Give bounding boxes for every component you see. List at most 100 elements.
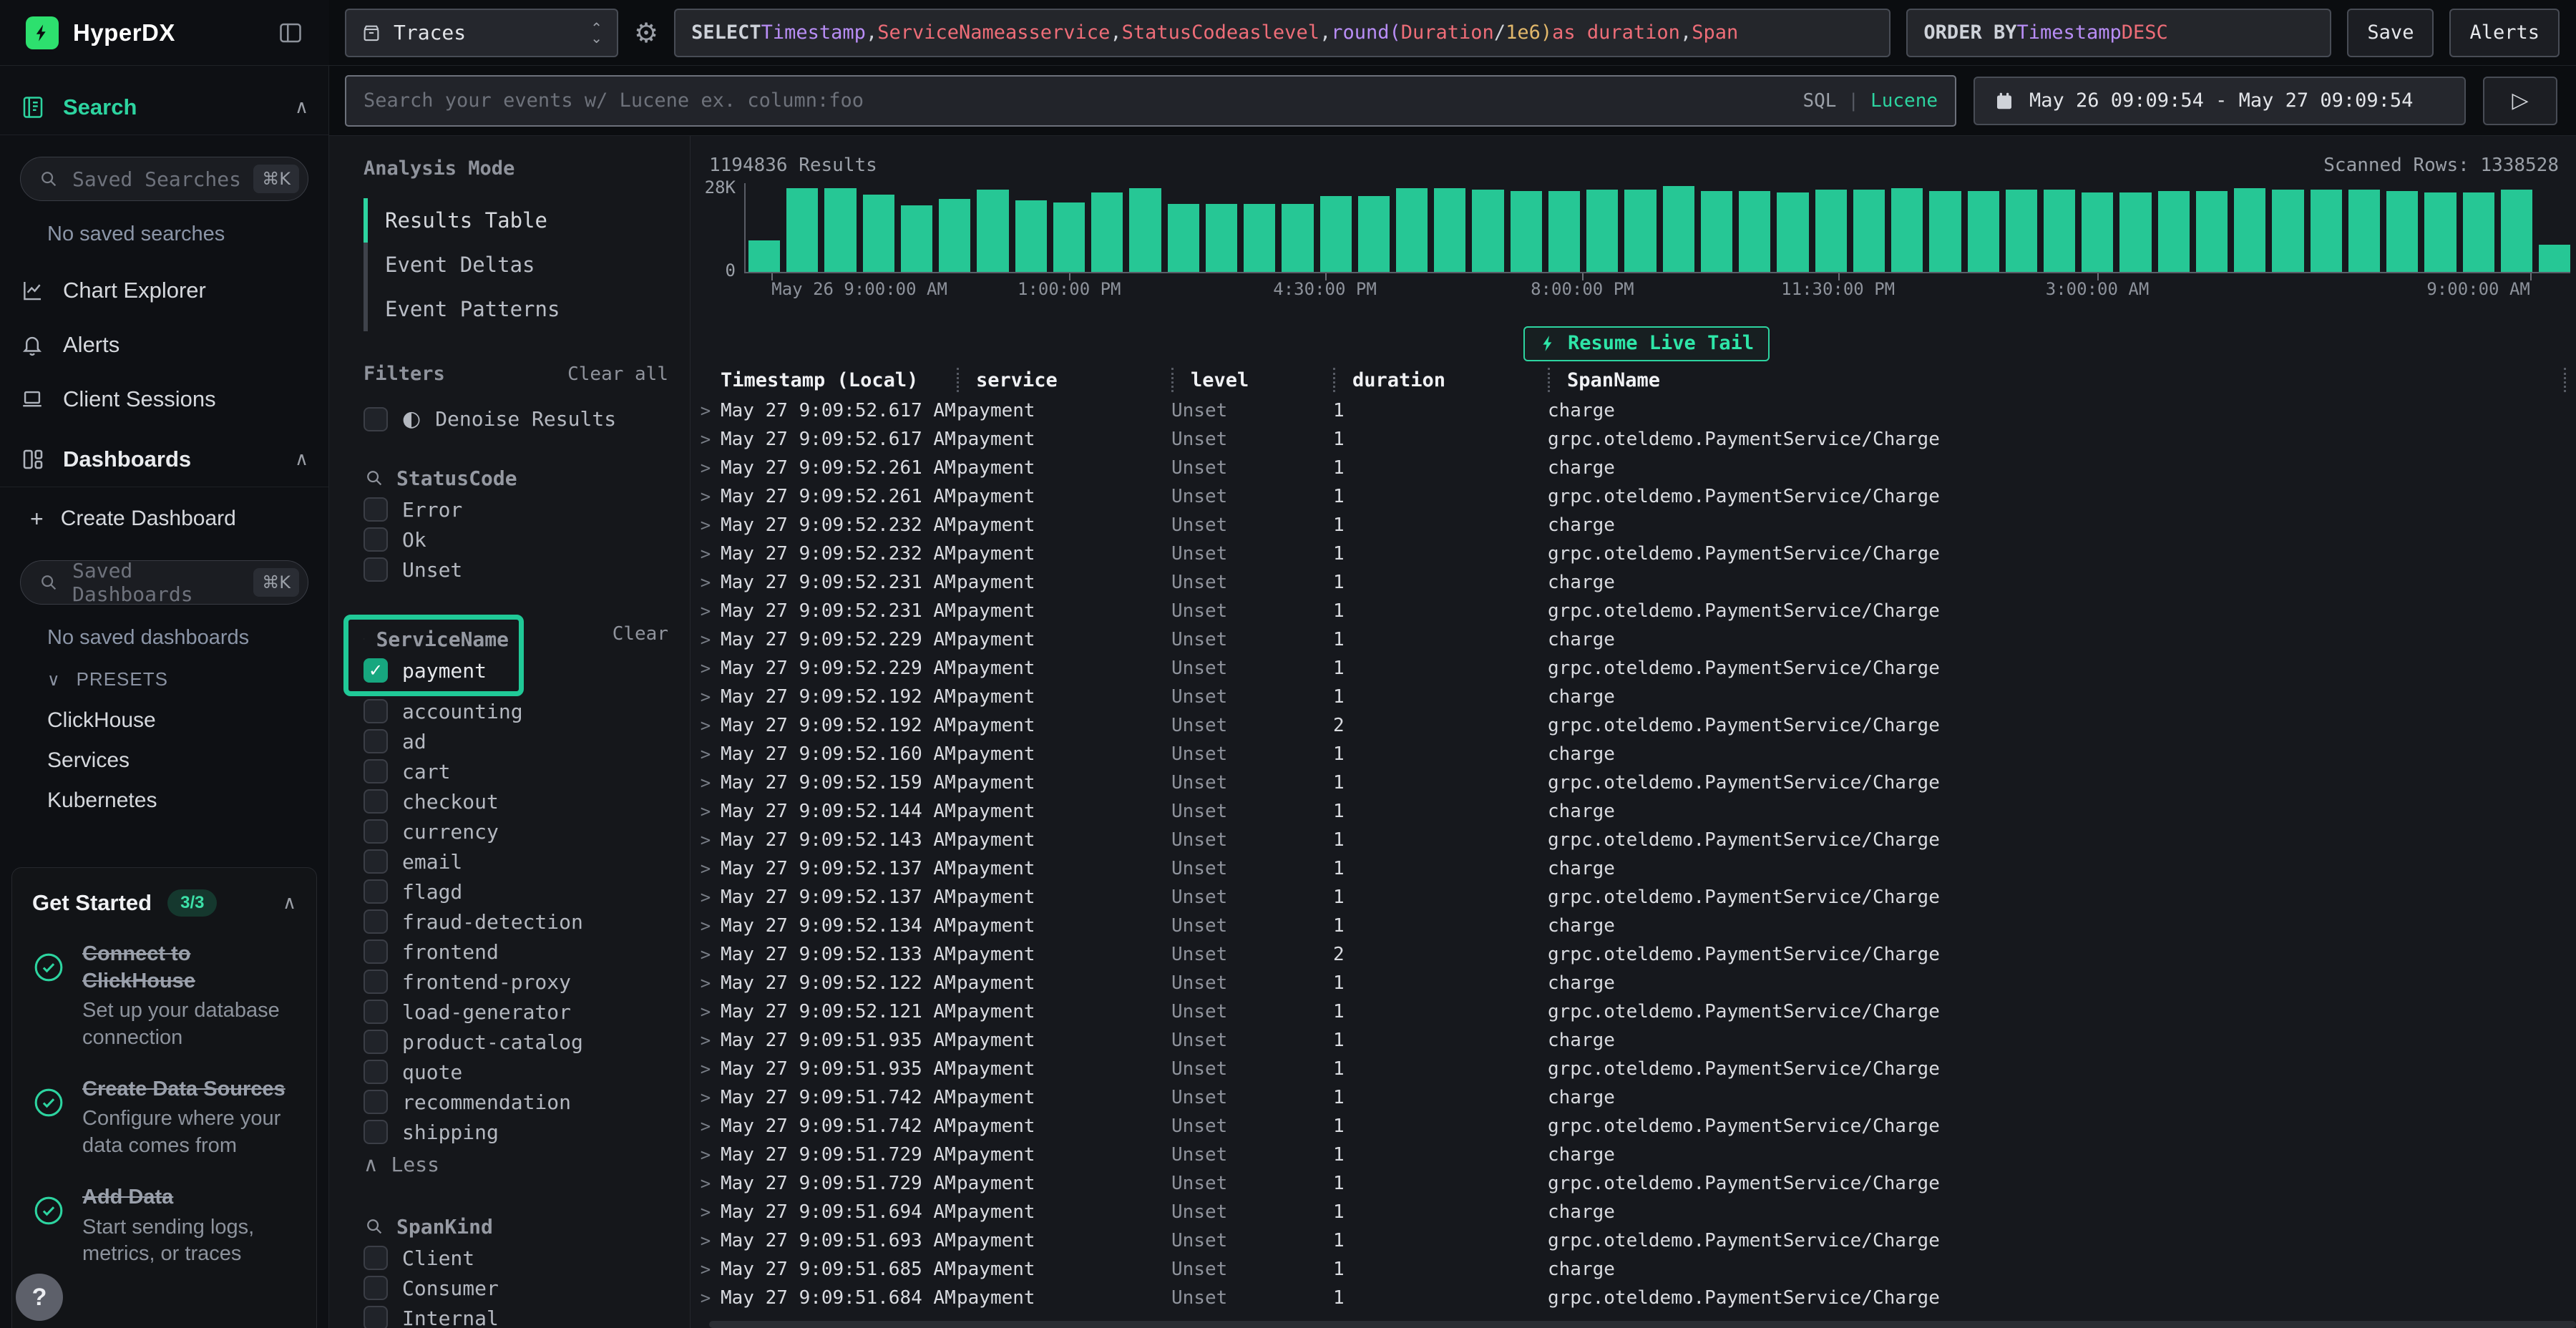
table-row[interactable]: > May 27 9:09:52.159 AM payment Unset 1 grpc.… xyxy=(691,768,2576,797)
source-settings-gear-icon[interactable]: ⚙ xyxy=(634,16,659,49)
checkbox[interactable] xyxy=(364,909,388,934)
filter-option-fraud-detection[interactable]: fraud-detection xyxy=(364,907,668,937)
histogram-bar[interactable] xyxy=(977,189,1009,272)
filter-option-Consumer[interactable]: Consumer xyxy=(364,1273,668,1303)
row-expand-chevron-icon[interactable]: > xyxy=(700,401,711,421)
row-expand-chevron-icon[interactable]: > xyxy=(700,887,711,907)
histogram-bar[interactable] xyxy=(1700,191,1733,272)
order-by-input[interactable]: ORDER BY Timestamp DESC xyxy=(1906,8,2332,57)
table-row[interactable]: > May 27 9:09:52.231 AM payment Unset 1 charg… xyxy=(691,568,2576,597)
row-expand-chevron-icon[interactable]: > xyxy=(700,572,711,592)
checkbox[interactable] xyxy=(364,819,388,844)
histogram-bar[interactable] xyxy=(2082,192,2114,272)
histogram-bar[interactable] xyxy=(2195,191,2228,272)
histogram-bar[interactable] xyxy=(1472,189,1504,272)
get-started-item[interactable]: Add Data Start sending logs, metrics, or … xyxy=(32,1184,296,1268)
histogram-bar[interactable] xyxy=(2234,187,2266,272)
table-row[interactable]: > May 27 9:09:52.134 AM payment Unset 1 charg… xyxy=(691,912,2576,940)
table-row[interactable]: > May 27 9:09:52.261 AM payment Unset 1 grpc.… xyxy=(691,482,2576,511)
get-started-item[interactable]: Create Data Sources Configure where your … xyxy=(32,1076,296,1160)
filter-option-product-catalog[interactable]: product-catalog xyxy=(364,1027,668,1057)
checkbox[interactable] xyxy=(364,939,388,964)
checkbox[interactable] xyxy=(364,406,388,431)
row-expand-chevron-icon[interactable]: > xyxy=(700,601,711,621)
table-row[interactable]: > May 27 9:09:51.742 AM payment Unset 1 grpc.… xyxy=(691,1112,2576,1141)
filter-option-Error[interactable]: Error xyxy=(364,494,668,524)
checkbox[interactable] xyxy=(364,527,388,552)
tab-results-table[interactable]: Results Table xyxy=(364,198,668,243)
filter-option-frontend-proxy[interactable]: frontend-proxy xyxy=(364,967,668,997)
tab-event-deltas[interactable]: Event Deltas xyxy=(364,243,668,287)
table-row[interactable]: > May 27 9:09:51.685 AM payment Unset 1 charg… xyxy=(691,1255,2576,1284)
row-expand-chevron-icon[interactable]: > xyxy=(700,658,711,678)
table-row[interactable]: > May 27 9:09:51.935 AM payment Unset 1 charg… xyxy=(691,1026,2576,1055)
histogram-bar[interactable] xyxy=(1282,203,1314,272)
sql-mode-toggle[interactable]: SQL xyxy=(1802,89,1837,112)
filter-option-Internal[interactable]: Internal xyxy=(364,1303,668,1328)
column-service[interactable]: service xyxy=(957,368,1171,392)
row-expand-chevron-icon[interactable]: > xyxy=(700,1116,711,1136)
histogram-bar[interactable] xyxy=(1129,187,1161,272)
histogram-bar[interactable] xyxy=(1357,195,1390,272)
table-row[interactable]: > May 27 9:09:51.693 AM payment Unset 1 grpc.… xyxy=(691,1226,2576,1255)
row-expand-chevron-icon[interactable]: > xyxy=(700,744,711,764)
row-expand-chevron-icon[interactable]: > xyxy=(700,687,711,707)
histogram-bar[interactable] xyxy=(1091,192,1123,272)
show-less-toggle[interactable]: ∧ Less xyxy=(364,1148,668,1180)
row-expand-chevron-icon[interactable]: > xyxy=(700,1202,711,1222)
table-row[interactable]: > May 27 9:09:52.617 AM payment Unset 1 grpc.… xyxy=(691,425,2576,454)
row-expand-chevron-icon[interactable]: > xyxy=(700,630,711,650)
checkbox[interactable] xyxy=(364,1276,388,1300)
filter-option-load-generator[interactable]: load-generator xyxy=(364,997,668,1027)
checkbox[interactable] xyxy=(364,1060,388,1084)
filter-option-quote[interactable]: quote xyxy=(364,1057,668,1087)
checkbox[interactable] xyxy=(364,970,388,994)
checkbox[interactable] xyxy=(364,699,388,723)
histogram-bar[interactable] xyxy=(1929,191,1961,272)
table-row[interactable]: > May 27 9:09:52.617 AM payment Unset 1 charg… xyxy=(691,396,2576,425)
sidebar-preset-clickhouse[interactable]: ClickHouse xyxy=(47,708,156,732)
checkbox[interactable] xyxy=(364,497,388,522)
histogram-bar[interactable] xyxy=(1548,191,1581,272)
histogram-bar[interactable] xyxy=(1739,191,1771,272)
checkbox[interactable] xyxy=(364,1090,388,1114)
filter-option-shipping[interactable]: shipping xyxy=(364,1117,668,1147)
table-row[interactable]: > May 27 9:09:52.122 AM payment Unset 1 charg… xyxy=(691,969,2576,997)
checkbox[interactable] xyxy=(364,849,388,874)
histogram-bar[interactable] xyxy=(1853,189,1885,272)
histogram-bar[interactable] xyxy=(2272,189,2304,272)
checkbox[interactable] xyxy=(364,789,388,814)
table-row[interactable]: > May 27 9:09:52.232 AM payment Unset 1 charg… xyxy=(691,511,2576,540)
table-row[interactable]: > May 27 9:09:52.133 AM payment Unset 2 grpc.… xyxy=(691,940,2576,969)
histogram-bar[interactable] xyxy=(939,199,971,272)
histogram-bar[interactable] xyxy=(786,187,819,272)
chevron-up-icon[interactable]: ∧ xyxy=(294,449,308,470)
checkbox[interactable] xyxy=(364,1030,388,1054)
checkbox[interactable] xyxy=(364,729,388,753)
histogram-bar[interactable] xyxy=(1891,187,1923,272)
row-expand-chevron-icon[interactable]: > xyxy=(700,1288,711,1308)
filter-option-flagd[interactable]: flagd xyxy=(364,877,668,907)
filter-option-frontend[interactable]: frontend xyxy=(364,937,668,967)
table-row[interactable]: > May 27 9:09:52.143 AM payment Unset 1 grpc.… xyxy=(691,826,2576,854)
histogram-bar[interactable] xyxy=(1244,203,1276,272)
sidebar-item-alerts[interactable]: Alerts xyxy=(20,322,308,368)
histogram-bar[interactable] xyxy=(1586,189,1619,272)
create-dashboard-button[interactable]: + Create Dashboard xyxy=(20,499,308,539)
table-row[interactable]: > May 27 9:09:51.729 AM payment Unset 1 charg… xyxy=(691,1141,2576,1169)
histogram-bar[interactable] xyxy=(1662,186,1694,272)
sql-select-input[interactable]: SELECT Timestamp, ServiceName as service… xyxy=(674,8,1891,57)
denoise-results-toggle[interactable]: ◐ Denoise Results xyxy=(364,406,668,431)
row-expand-chevron-icon[interactable]: > xyxy=(700,830,711,850)
row-expand-chevron-icon[interactable]: > xyxy=(700,801,711,821)
histogram-bar[interactable] xyxy=(1777,192,1809,272)
row-expand-chevron-icon[interactable]: > xyxy=(700,458,711,478)
saved-dashboards-input[interactable]: Saved Dashboards ⌘K xyxy=(20,559,308,606)
sidebar-item-chart-explorer[interactable]: Chart Explorer xyxy=(20,268,308,313)
sidebar-section-dashboards[interactable]: Dashboards ∧ xyxy=(20,436,308,482)
sidebar-preset-services[interactable]: Services xyxy=(47,748,130,772)
histogram-bar[interactable] xyxy=(1815,189,1847,272)
run-query-button[interactable]: ▷ xyxy=(2483,76,2557,125)
histogram-bar[interactable] xyxy=(2462,192,2494,272)
chevron-up-icon[interactable]: ∧ xyxy=(294,97,308,118)
